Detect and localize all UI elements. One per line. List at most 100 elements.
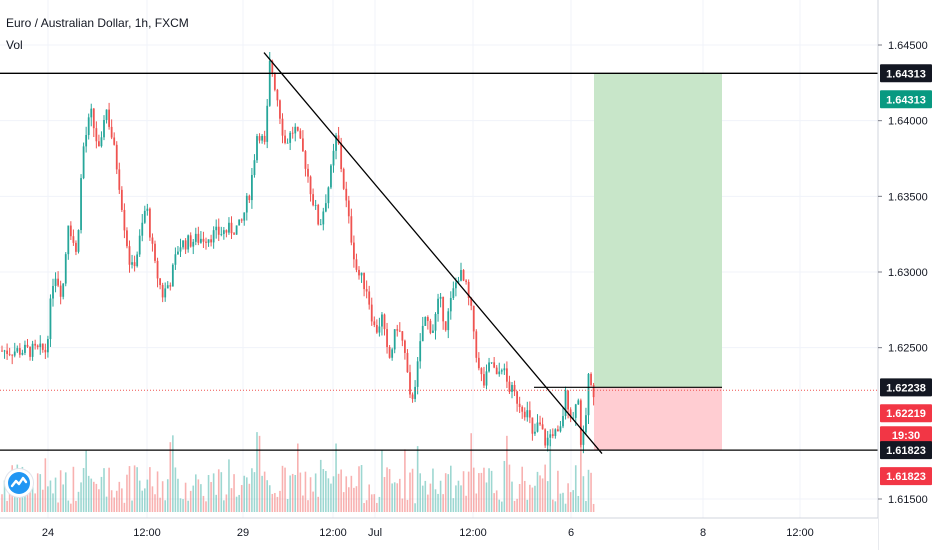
candle-body (309, 176, 312, 195)
volume-bar (77, 491, 80, 512)
volume-bar (297, 443, 299, 512)
candle-body (271, 60, 274, 74)
price-label-countdown (880, 426, 932, 445)
volume-label[interactable]: Vol (6, 38, 23, 52)
candle-body (67, 225, 70, 255)
candle-body (516, 391, 518, 404)
candle-body (72, 236, 75, 243)
x-tick-label: 12:00 (786, 527, 814, 539)
volume-bar (592, 503, 595, 512)
candle-body (470, 297, 473, 306)
candle-body (296, 126, 299, 131)
candle-body (386, 329, 388, 348)
volume-bar (350, 475, 353, 512)
volume-bar (108, 467, 110, 512)
volume-bar (590, 472, 592, 512)
candle-body (401, 331, 404, 341)
volume-bar (376, 502, 378, 512)
trend-line[interactable] (263, 52, 603, 455)
volume-bar (455, 485, 457, 512)
candle-body (358, 269, 360, 276)
x-tick-label: Jul (368, 527, 382, 539)
volume-bar (205, 501, 207, 512)
volume-bar (554, 501, 557, 512)
candle-body (388, 347, 391, 358)
volume-bar (271, 493, 274, 512)
volume-bar (531, 487, 534, 512)
candle-body (26, 344, 29, 347)
candle-body (444, 321, 447, 331)
candle-body (432, 330, 434, 333)
candle-body (447, 311, 450, 331)
candle-body (166, 285, 169, 289)
volume-bar (192, 485, 195, 512)
volume-bar (337, 473, 340, 512)
volume-bar (72, 466, 75, 512)
loss-zone[interactable] (594, 387, 722, 451)
candle-body (503, 368, 506, 371)
price-label-entry (880, 378, 932, 397)
volume-bar (383, 477, 386, 512)
volume-bar (521, 466, 523, 512)
candle-body (123, 209, 126, 231)
candle-body (513, 384, 516, 392)
time-axis-bg[interactable] (0, 518, 878, 550)
candle-body (426, 317, 429, 321)
y-tick-label: 1.61500 (888, 494, 928, 506)
volume-bar (307, 500, 309, 512)
candle-body (11, 354, 14, 356)
volume-bar (360, 465, 363, 512)
volume-bar (123, 502, 126, 512)
symbol-title[interactable]: Euro / Australian Dollar, 1h, FXCM (6, 16, 189, 30)
candle-body (16, 348, 19, 352)
candle-body (59, 285, 62, 297)
candle-body (483, 374, 485, 386)
candle-body (21, 352, 24, 355)
candle-body (44, 349, 47, 353)
volume-bar (577, 495, 580, 512)
candle-body (495, 367, 498, 375)
candle-body (559, 426, 562, 432)
volume-bar (485, 482, 488, 512)
volume-bar (202, 495, 205, 512)
price-label-text-target: 1.64313 (886, 94, 926, 106)
volume-bar (480, 472, 483, 512)
candle-body (156, 260, 159, 279)
volume-bar (57, 502, 59, 512)
x-tick-label: 29 (237, 527, 249, 539)
volume-bar (284, 467, 286, 512)
volume-bar (582, 476, 585, 512)
volume-bar (136, 467, 138, 512)
candle-body (230, 222, 233, 234)
candlesticks (1, 51, 595, 454)
candle-body (302, 138, 304, 152)
candle-body (171, 264, 174, 287)
candle-body (488, 362, 490, 372)
volume-bar (174, 467, 177, 512)
candle-body (322, 211, 325, 225)
candle-body (368, 291, 371, 305)
candle-body (268, 60, 271, 106)
volume-bar (526, 499, 529, 512)
candle-body (62, 283, 65, 297)
drawings[interactable] (0, 52, 878, 455)
candle-body (317, 204, 320, 225)
candle-body (47, 339, 49, 353)
volume-bar (498, 499, 501, 512)
candle-body (406, 352, 409, 373)
volume-bar (309, 477, 312, 512)
volume-bar (212, 473, 215, 512)
candle-body (536, 422, 539, 432)
price-label-text-support: 1.61823 (886, 445, 926, 457)
profit-zone[interactable] (594, 73, 722, 388)
candle-body (490, 362, 493, 364)
volume-bar (87, 475, 90, 512)
volume-bar (299, 472, 302, 512)
candle-body (462, 270, 465, 281)
volume-bar (365, 500, 368, 512)
volume-bar (144, 488, 146, 512)
candle-body (263, 135, 266, 142)
volume-bar (225, 494, 228, 512)
